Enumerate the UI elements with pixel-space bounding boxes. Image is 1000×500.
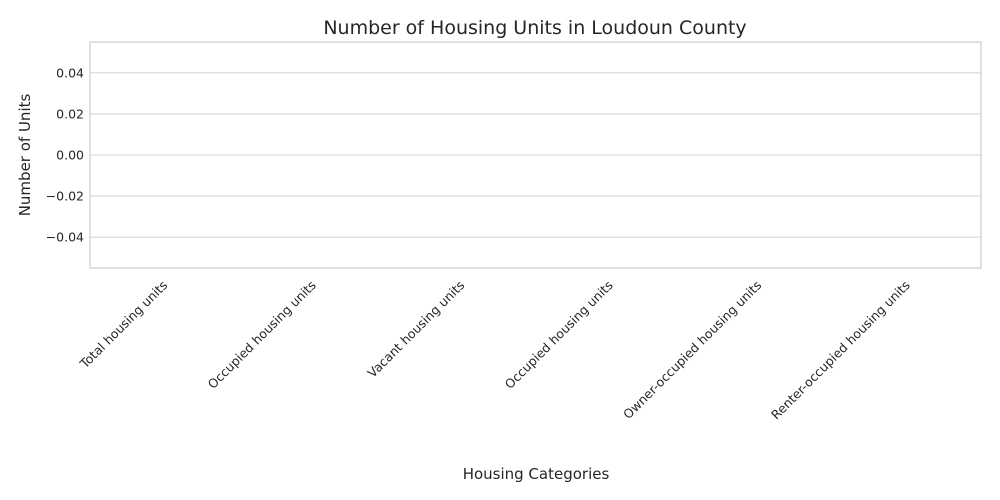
x-tick-labels: Total housing units Occupied housing unit… xyxy=(76,278,913,423)
x-tick-label: Renter-occupied housing units xyxy=(768,278,913,423)
y-tick-label: 0.02 xyxy=(56,106,84,121)
y-tick-label: −0.02 xyxy=(46,189,84,204)
y-tick-label: 0.00 xyxy=(56,148,84,163)
x-tick-label: Occupied housing units xyxy=(205,278,319,392)
y-tick-labels: 0.04 0.02 0.00 −0.02 −0.04 xyxy=(46,65,84,244)
y-axis-label: Number of Units xyxy=(16,94,34,217)
x-tick-label: Total housing units xyxy=(76,278,170,372)
x-tick-label: Occupied housing units xyxy=(502,278,616,392)
y-tick-label: −0.04 xyxy=(46,230,84,245)
x-tick-label: Vacant housing units xyxy=(364,278,467,381)
y-tick-label: 0.04 xyxy=(56,65,84,80)
x-tick-label: Owner-occupied housing units xyxy=(620,278,764,422)
grid-lines xyxy=(90,72,981,238)
x-axis-label: Housing Categories xyxy=(463,465,610,483)
chart-title: Number of Housing Units in Loudoun Count… xyxy=(323,17,746,39)
plot-frame xyxy=(89,41,982,269)
